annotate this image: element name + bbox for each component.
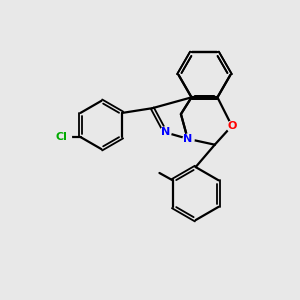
Text: Cl: Cl <box>56 132 67 142</box>
Text: O: O <box>227 121 236 131</box>
Text: N: N <box>161 127 170 137</box>
Text: N: N <box>183 134 192 144</box>
